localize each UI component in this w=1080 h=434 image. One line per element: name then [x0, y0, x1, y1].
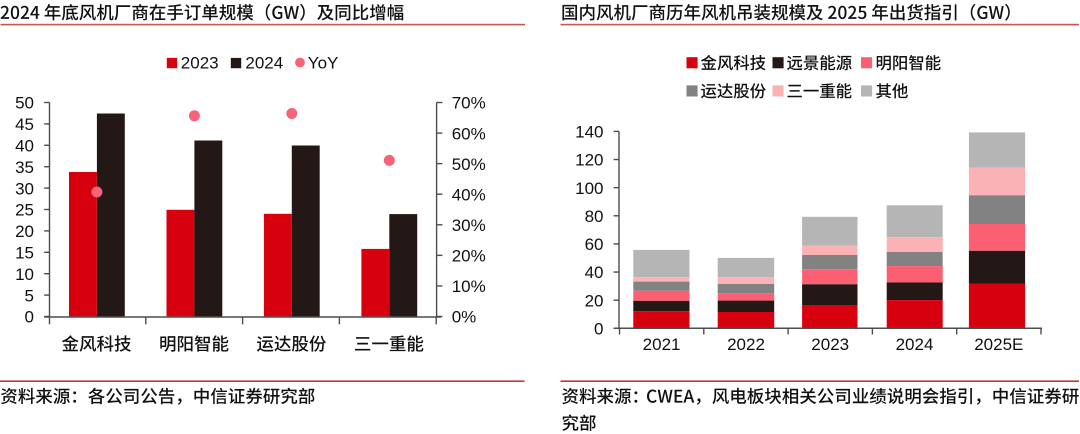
svg-text:2022: 2022 [727, 335, 765, 354]
svg-text:140: 140 [575, 123, 603, 142]
svg-text:10%: 10% [452, 277, 486, 296]
svg-text:40: 40 [585, 263, 604, 282]
svg-text:YoY: YoY [308, 54, 339, 73]
svg-text:20: 20 [15, 222, 34, 241]
svg-text:30%: 30% [452, 216, 486, 235]
svg-text:0: 0 [594, 320, 603, 339]
svg-text:2024: 2024 [245, 54, 283, 73]
svg-text:2023: 2023 [181, 54, 219, 73]
svg-text:50: 50 [15, 94, 34, 113]
svg-text:40: 40 [15, 137, 34, 156]
svg-text:0%: 0% [452, 308, 477, 327]
svg-text:0: 0 [25, 308, 34, 327]
svg-text:25: 25 [15, 201, 34, 220]
svg-text:20%: 20% [452, 247, 486, 266]
svg-text:40%: 40% [452, 185, 486, 204]
svg-text:2023: 2023 [811, 335, 849, 354]
svg-text:35: 35 [15, 158, 34, 177]
svg-text:50%: 50% [452, 155, 486, 174]
svg-text:30: 30 [15, 179, 34, 198]
svg-text:45: 45 [15, 115, 34, 134]
svg-text:60: 60 [585, 235, 604, 254]
svg-text:5: 5 [25, 286, 34, 305]
svg-text:15: 15 [15, 244, 34, 263]
svg-text:10: 10 [15, 265, 34, 284]
svg-text:2021: 2021 [643, 335, 681, 354]
svg-text:20: 20 [585, 291, 604, 310]
svg-text:70%: 70% [452, 94, 486, 113]
svg-text:100: 100 [575, 179, 603, 198]
svg-text:80: 80 [585, 207, 604, 226]
svg-text:60%: 60% [452, 124, 486, 143]
svg-text:2025E: 2025E [974, 335, 1023, 354]
svg-text:120: 120 [575, 151, 603, 170]
svg-text:2024: 2024 [896, 335, 934, 354]
